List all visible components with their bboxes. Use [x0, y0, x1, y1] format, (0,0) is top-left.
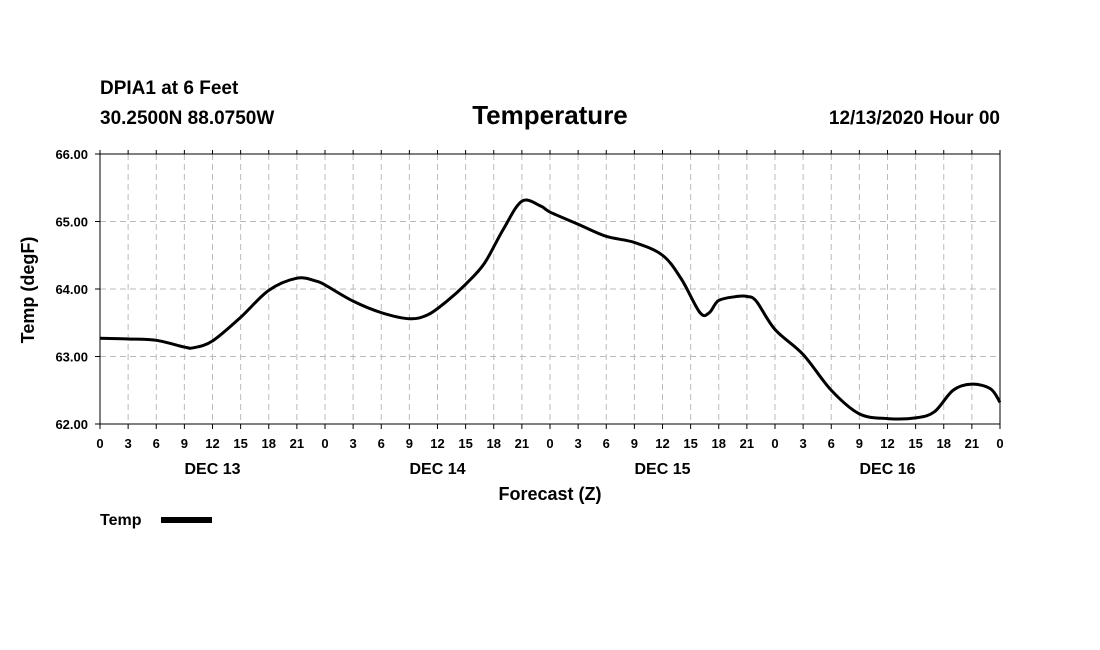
- x-tick-label: 6: [378, 436, 385, 451]
- legend-label: Temp: [100, 512, 142, 529]
- x-tick-label: 12: [880, 436, 894, 451]
- x-axis-label: Forecast (Z): [498, 484, 601, 504]
- x-tick-label: 21: [290, 436, 304, 451]
- x-tick-label: 0: [96, 436, 103, 451]
- datetime-label: 12/13/2020 Hour 00: [829, 108, 1000, 129]
- x-tick-label: 18: [487, 436, 501, 451]
- day-label: DEC 16: [859, 461, 915, 478]
- x-tick-label: 18: [712, 436, 726, 451]
- y-tick-label: 62.00: [55, 417, 88, 432]
- x-axis: 0 3 6 9 12 15 18 21 0 3 6 9 12 15 18 21 0 3 6 9 12 15 18 21 0 3 6 9…: [96, 150, 1004, 451]
- y-tick-label: 66.00: [55, 147, 88, 162]
- y-axis-label: Temp (degF): [18, 237, 38, 344]
- x-tick-label: 21: [740, 436, 754, 451]
- x-tick-label: 0: [546, 436, 553, 451]
- x-tick-label: 9: [856, 436, 863, 451]
- x-tick-label: 15: [458, 436, 472, 451]
- coords-label: 30.2500N 88.0750W: [100, 108, 274, 129]
- day-labels: DEC 13 DEC 14 DEC 15 DEC 16: [184, 461, 915, 478]
- x-tick-label: 12: [655, 436, 669, 451]
- x-tick-label: 6: [153, 436, 160, 451]
- x-tick-label: 12: [430, 436, 444, 451]
- day-label: DEC 13: [184, 461, 240, 478]
- y-axis: 62.00 63.00 64.00 65.00 66.00: [55, 147, 100, 432]
- x-tick-label: 9: [631, 436, 638, 451]
- x-tick-label: 6: [828, 436, 835, 451]
- x-tick-label: 3: [125, 436, 132, 451]
- y-tick-label: 65.00: [55, 215, 88, 230]
- x-tick-label: 9: [406, 436, 413, 451]
- y-tick-label: 63.00: [55, 350, 88, 365]
- x-tick-label: 0: [321, 436, 328, 451]
- x-tick-label: 21: [965, 436, 979, 451]
- series-layer: [99, 198, 1002, 421]
- x-tick-label: 9: [181, 436, 188, 451]
- y-tick-label: 64.00: [55, 282, 88, 297]
- x-tick-label: 0: [996, 436, 1003, 451]
- grid-lines: [100, 154, 1000, 424]
- chart-title: Temperature: [472, 100, 628, 130]
- x-tick-label: 15: [683, 436, 697, 451]
- x-tick-label: 18: [262, 436, 276, 451]
- legend: Temp: [100, 512, 212, 529]
- x-tick-label: 12: [205, 436, 219, 451]
- day-label: DEC 15: [634, 461, 690, 478]
- x-tick-label: 18: [937, 436, 951, 451]
- x-tick-label: 15: [233, 436, 247, 451]
- day-label: DEC 14: [409, 461, 465, 478]
- station-label: DPIA1 at 6 Feet: [100, 78, 239, 99]
- x-tick-label: 21: [515, 436, 529, 451]
- x-tick-label: 3: [800, 436, 807, 451]
- x-tick-label: 3: [575, 436, 582, 451]
- x-tick-label: 3: [350, 436, 357, 451]
- x-tick-label: 0: [771, 436, 778, 451]
- series-line-temp: [99, 198, 1002, 421]
- x-tick-label: 15: [908, 436, 922, 451]
- x-tick-label: 6: [603, 436, 610, 451]
